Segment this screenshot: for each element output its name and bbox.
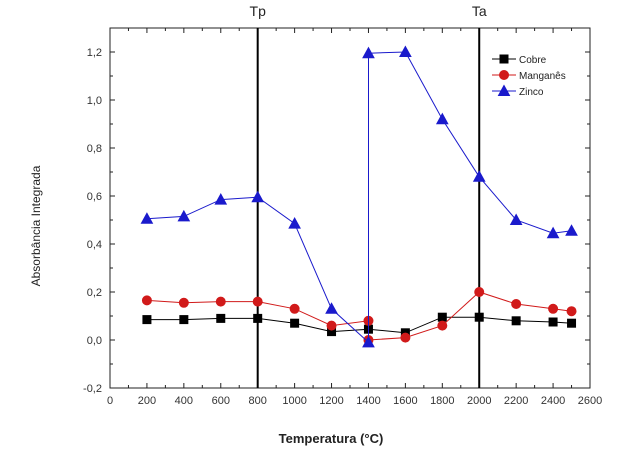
x-tick-label: 1200	[319, 395, 343, 407]
data-point-zinco	[399, 45, 412, 57]
x-tick-label: 200	[138, 395, 156, 407]
reference-label-ta: Ta	[472, 3, 487, 19]
x-tick-label: 2000	[467, 395, 491, 407]
data-point-mangan-s	[252, 296, 263, 307]
data-point-zinco	[214, 193, 228, 205]
data-point-mangan-s	[437, 320, 448, 331]
data-point-zinco	[546, 226, 560, 239]
series-cobre	[142, 312, 577, 338]
legend-label-mangan-s: Manganês	[519, 71, 566, 82]
data-point-mangan-s	[289, 303, 300, 314]
data-point-cobre	[142, 315, 152, 325]
data-point-cobre	[216, 313, 226, 323]
legend-marker-zinco	[497, 84, 511, 96]
data-point-zinco	[509, 213, 523, 225]
y-tick-label: -0,2	[83, 383, 102, 395]
data-point-cobre	[179, 315, 189, 325]
y-axis-title: Absorbância Integrada	[29, 165, 43, 286]
data-point-zinco	[565, 224, 578, 236]
data-point-mangan-s	[511, 299, 522, 309]
series-mangan-s	[141, 287, 577, 345]
reference-label-tp: Tp	[250, 3, 267, 19]
x-tick-label: 1800	[430, 395, 454, 407]
series-layer	[140, 45, 578, 348]
y-tick-label: 0,0	[87, 335, 102, 347]
legend-marker-mangan-s	[499, 70, 509, 80]
x-tick-label: 400	[175, 395, 193, 407]
y-tick-label: 0,8	[87, 143, 102, 155]
y-tick-label: 0,6	[87, 191, 102, 203]
data-point-cobre	[437, 312, 447, 322]
data-point-mangan-s	[548, 303, 559, 314]
data-point-cobre	[548, 317, 558, 327]
legend-label-zinco: Zinco	[519, 87, 544, 98]
x-tick-label: 1000	[282, 395, 306, 407]
x-tick-label: 2400	[541, 395, 565, 407]
x-tick-label: 600	[212, 395, 230, 407]
series-line-mangan-s	[146, 291, 572, 341]
data-point-mangan-s	[566, 306, 577, 317]
x-tick-label: 1600	[393, 395, 417, 407]
reference-lines: Tp Ta	[250, 3, 487, 388]
series-line-cobre	[146, 316, 572, 334]
data-point-zinco	[472, 170, 486, 182]
y-tick-label: 1,2	[87, 47, 102, 59]
x-tick-label: 2600	[578, 395, 602, 407]
data-point-zinco	[325, 302, 338, 314]
x-tick-label: 1400	[356, 395, 380, 407]
legend-label-cobre: Cobre	[519, 55, 547, 66]
series-line-zinco	[146, 51, 572, 344]
series-zinco	[140, 45, 578, 348]
y-tick-label: 0,4	[87, 239, 102, 251]
data-point-mangan-s	[400, 332, 411, 343]
y-tick-label: 1,0	[87, 95, 102, 107]
legend: Cobre Manganês Zinco	[492, 54, 566, 98]
data-point-zinco	[288, 217, 301, 229]
data-point-mangan-s	[215, 296, 226, 307]
data-point-cobre	[474, 312, 484, 322]
x-tick-label: 2200	[504, 395, 528, 407]
x-tick-label: 0	[107, 395, 113, 407]
data-point-zinco	[251, 190, 265, 203]
data-point-cobre	[511, 316, 521, 326]
data-point-zinco	[435, 112, 449, 125]
data-point-zinco	[362, 46, 375, 59]
data-point-cobre	[567, 318, 577, 328]
plot-frame	[109, 27, 591, 389]
y-tick-label: 0,2	[87, 287, 102, 299]
legend-marker-cobre	[499, 54, 509, 64]
data-point-mangan-s	[178, 297, 189, 308]
data-point-zinco	[140, 212, 154, 224]
data-point-cobre	[253, 313, 263, 323]
data-point-mangan-s	[326, 320, 337, 331]
data-point-mangan-s	[474, 287, 485, 297]
data-point-zinco	[177, 209, 191, 222]
x-tick-label: 800	[249, 395, 267, 407]
data-point-zinco	[362, 335, 375, 348]
data-point-cobre	[290, 318, 300, 328]
data-point-mangan-s	[141, 295, 152, 306]
x-axis-title: Temperatura (°C)	[279, 431, 384, 446]
